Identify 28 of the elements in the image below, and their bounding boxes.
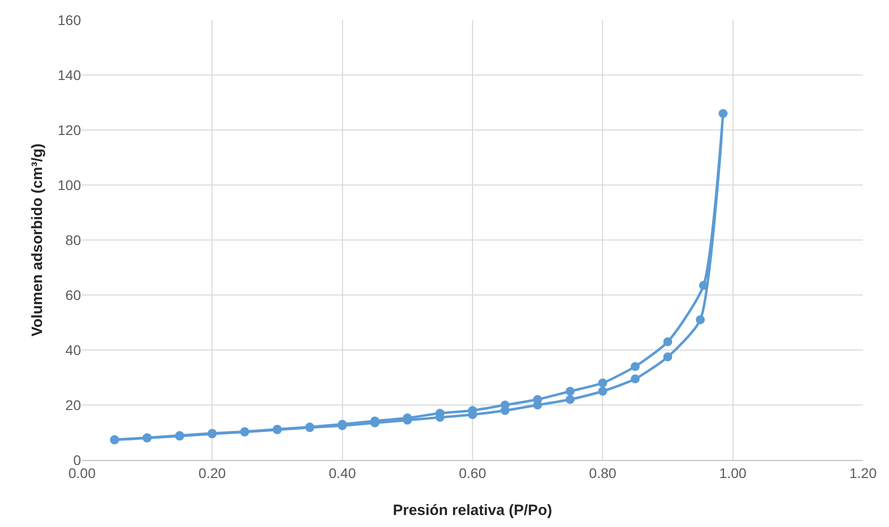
x-tick-label: 0.40 (328, 464, 356, 481)
point (598, 386, 608, 396)
x-tick-label: 0.60 (458, 464, 486, 481)
y-tick-label: 160 (58, 12, 82, 28)
point (663, 352, 672, 362)
point (598, 378, 608, 388)
point (696, 315, 705, 324)
point (566, 386, 575, 396)
x-tick-label: 0.20 (198, 464, 226, 481)
x-tick-label: 0.80 (589, 464, 617, 481)
y-tick-label: 140 (58, 66, 82, 83)
point (110, 435, 120, 444)
point (566, 395, 575, 404)
point (630, 374, 640, 384)
point (718, 109, 728, 118)
y-tick-label: 100 (58, 176, 82, 193)
x-axis-title: Presión relativa (P/Po) (392, 502, 552, 519)
x-tick-label: 1.00 (719, 464, 747, 481)
point (630, 362, 640, 371)
x-tick-label: 1.20 (849, 464, 877, 481)
point (240, 427, 250, 436)
y-tick-label: 80 (65, 232, 82, 248)
y-tick-label: 20 (65, 396, 82, 413)
y-tick-label: 60 (65, 286, 82, 303)
point (663, 337, 672, 346)
y-tick-label: 120 (58, 122, 82, 138)
y-axis-title: Volumen adsorbido (cm³/g) (29, 143, 46, 337)
y-tick-label: 40 (65, 342, 82, 358)
